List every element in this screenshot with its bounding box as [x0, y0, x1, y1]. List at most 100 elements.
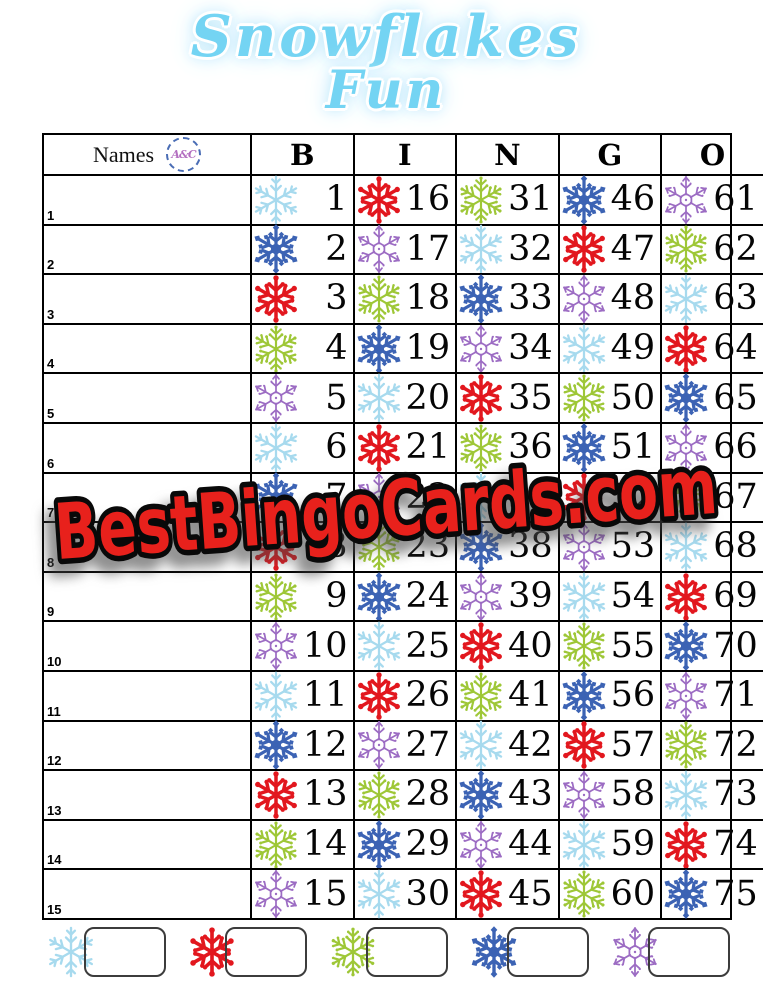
count-box[interactable]	[225, 927, 307, 977]
bingo-cell-5[interactable]: 5	[250, 372, 353, 422]
bingo-cell-21[interactable]: 21	[353, 421, 456, 472]
name-cell[interactable]: 5	[44, 372, 250, 422]
bingo-cell-68[interactable]: 68	[660, 521, 763, 571]
bingo-cell-60[interactable]: 60	[557, 868, 661, 918]
bingo-cell-35[interactable]: 35	[455, 372, 558, 422]
bingo-cell-45[interactable]: 45	[455, 868, 558, 918]
bingo-cell-44[interactable]: 44	[455, 818, 558, 869]
bingo-cell-27[interactable]: 27	[352, 719, 456, 770]
name-cell[interactable]: 12	[44, 719, 250, 770]
bingo-cell-11[interactable]: 11	[250, 669, 353, 720]
bingo-cell-19[interactable]: 19	[353, 323, 456, 373]
bingo-number: 42	[508, 724, 553, 765]
bingo-cell-33[interactable]: 33	[455, 273, 558, 323]
bingo-cell-42[interactable]: 42	[455, 719, 558, 770]
bingo-cell-75[interactable]: 75	[660, 868, 763, 918]
name-cell[interactable]: 6	[44, 421, 250, 472]
bingo-cell-13[interactable]: 13	[250, 769, 353, 819]
bingo-cell-4[interactable]: 4	[250, 322, 353, 373]
bingo-cell-38[interactable]: 38	[455, 521, 558, 571]
name-cell[interactable]: 7	[44, 471, 250, 522]
bingo-cell-6[interactable]: 6	[250, 421, 353, 472]
bingo-cell-72[interactable]: 72	[660, 719, 763, 770]
bingo-cell-26[interactable]: 26	[353, 669, 456, 720]
name-cell[interactable]: 10	[44, 620, 250, 670]
count-box[interactable]	[366, 927, 448, 977]
bingo-cell-30[interactable]: 30	[352, 868, 456, 918]
bingo-cell-29[interactable]: 29	[353, 819, 456, 869]
bingo-cell-34[interactable]: 34	[455, 322, 558, 373]
bingo-cell-74[interactable]: 74	[660, 818, 763, 869]
name-cell[interactable]: 11	[44, 669, 250, 720]
bingo-cell-63[interactable]: 63	[660, 273, 763, 323]
name-cell[interactable]: 13	[44, 769, 250, 819]
bingo-cell-66[interactable]: 66	[660, 421, 763, 472]
bingo-cell-50[interactable]: 50	[557, 372, 661, 422]
bingo-cell-17[interactable]: 17	[352, 223, 456, 274]
bingo-cell-65[interactable]: 65	[660, 372, 763, 422]
bingo-cell-64[interactable]: 64	[660, 322, 763, 373]
bingo-cell-53[interactable]: 53	[557, 521, 661, 571]
bingo-cell-56[interactable]: 56	[558, 670, 661, 720]
bingo-cell-32[interactable]: 32	[455, 223, 558, 274]
bingo-cell-58[interactable]: 58	[557, 769, 661, 819]
bingo-cell-24[interactable]: 24	[353, 571, 456, 621]
bingo-cell-59[interactable]: 59	[557, 818, 661, 869]
bingo-cell-46[interactable]: 46	[558, 174, 661, 224]
bingo-cell-25[interactable]: 25	[352, 620, 456, 670]
bingo-cell-55[interactable]: 55	[557, 620, 661, 670]
bingo-cell-62[interactable]: 62	[660, 223, 763, 274]
bingo-cell-2[interactable]: 2	[250, 224, 353, 274]
bingo-cell-48[interactable]: 48	[557, 273, 661, 323]
count-box[interactable]	[648, 927, 730, 977]
name-cell[interactable]: 14	[44, 818, 250, 869]
bingo-cell-22[interactable]: 22	[352, 471, 456, 522]
bingo-cell-8[interactable]: 8	[250, 521, 353, 571]
bingo-number: 32	[508, 228, 553, 269]
bingo-cell-18[interactable]: 18	[352, 273, 456, 323]
bingo-cell-12[interactable]: 12	[250, 720, 353, 770]
bingo-cell-71[interactable]: 71	[660, 669, 763, 720]
bingo-cell-37[interactable]: 37	[454, 470, 558, 524]
bingo-cell-14[interactable]: 14	[250, 818, 353, 869]
bingo-cell-49[interactable]: 49	[557, 322, 661, 373]
bingo-cell-73[interactable]: 73	[660, 769, 763, 819]
name-cell[interactable]: 9	[44, 570, 250, 621]
bingo-cell-36[interactable]: 36	[455, 421, 558, 472]
name-cell[interactable]: 2	[44, 223, 250, 274]
bingo-cell-16[interactable]: 16	[353, 174, 456, 224]
snowflake-icon	[454, 470, 508, 524]
bingo-cell-69[interactable]: 69	[660, 570, 763, 621]
bingo-cell-10[interactable]: 10	[250, 620, 353, 670]
bingo-cell-39[interactable]: 39	[455, 570, 558, 621]
count-box[interactable]	[507, 927, 589, 977]
bingo-cell-70[interactable]: 70	[660, 620, 763, 670]
bingo-cell-7[interactable]: 7	[250, 472, 353, 522]
bingo-cell-9[interactable]: 9	[250, 570, 353, 621]
bingo-cell-20[interactable]: 20	[352, 372, 456, 422]
bingo-cell-23[interactable]: 23	[352, 521, 456, 571]
bingo-cell-67[interactable]: 67	[660, 471, 763, 522]
bingo-cell-54[interactable]: 54	[557, 570, 661, 621]
bingo-cell-3[interactable]: 3	[250, 273, 353, 323]
count-box[interactable]	[84, 927, 166, 977]
name-cell[interactable]: 8	[44, 521, 250, 571]
name-cell[interactable]: 3	[44, 273, 250, 323]
bingo-cell-47[interactable]: 47	[558, 223, 661, 274]
name-cell[interactable]: 4	[44, 322, 250, 373]
bingo-number: 72	[713, 724, 758, 765]
bingo-cell-41[interactable]: 41	[455, 669, 558, 720]
bingo-cell-40[interactable]: 40	[455, 620, 558, 670]
bingo-cell-51[interactable]: 51	[558, 422, 661, 472]
name-cell[interactable]: 1	[44, 174, 250, 224]
bingo-cell-43[interactable]: 43	[455, 769, 558, 819]
bingo-number: 26	[405, 675, 451, 716]
name-cell[interactable]: 15	[44, 868, 250, 918]
bingo-cell-61[interactable]: 61	[660, 174, 763, 224]
bingo-cell-52[interactable]: 52	[558, 471, 661, 522]
bingo-cell-1[interactable]: 1	[250, 174, 353, 224]
bingo-cell-28[interactable]: 28	[352, 769, 456, 819]
bingo-cell-31[interactable]: 31	[455, 174, 558, 224]
bingo-cell-15[interactable]: 15	[250, 868, 353, 918]
bingo-cell-57[interactable]: 57	[558, 719, 661, 770]
